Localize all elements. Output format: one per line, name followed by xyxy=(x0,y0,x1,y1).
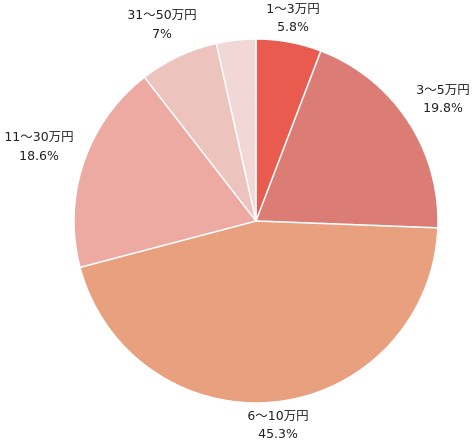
slice-value-label: 7% xyxy=(152,26,172,41)
pie-slices xyxy=(73,38,439,404)
slice-value-label: 19.8% xyxy=(423,100,463,115)
slice-value-label: 18.6% xyxy=(19,148,59,163)
pie-labels: 1〜3万円 5.8% 3〜5万円 19.8% 6〜10万円 45.3% 11〜30万円 18.… xyxy=(4,1,469,441)
slice-label: 6〜10万円 xyxy=(247,408,308,423)
pie-slice-2 xyxy=(254,49,439,229)
slice-label: 1〜3万円 xyxy=(266,1,319,16)
pie-slice-6 xyxy=(215,38,257,222)
slice-value-label: 5.8% xyxy=(277,19,309,34)
slice-label: 3〜5万円 xyxy=(416,82,469,97)
pie-slice-4 xyxy=(73,76,258,269)
pie-slice-3 xyxy=(79,220,439,404)
slice-value-label: 45.3% xyxy=(258,426,298,441)
slice-label: 11〜30万円 xyxy=(4,129,73,144)
slice-label: 31〜50万円 xyxy=(127,7,196,22)
